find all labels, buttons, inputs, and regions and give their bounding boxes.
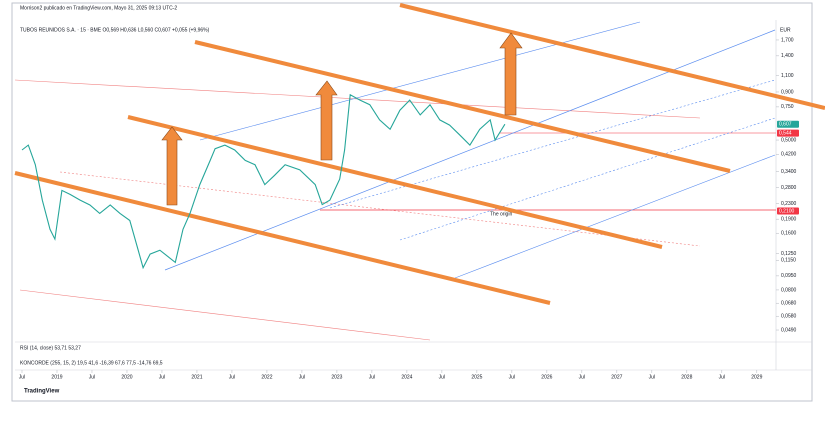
price-badge-label: 0,2100 xyxy=(779,208,795,214)
price-line xyxy=(21,93,506,270)
indicator: KONCORDE (255, 15, 2) 19,5 41,6 -16,39 6… xyxy=(20,360,163,366)
y-tick-label: 0,1250 xyxy=(781,251,797,257)
orange-channel xyxy=(127,115,663,249)
y-tick-label: 0,1900 xyxy=(781,217,797,223)
x-tick-label: Jul xyxy=(579,374,585,380)
axis-unit: EUR xyxy=(780,27,791,33)
x-tick-label: 2029 xyxy=(751,374,762,380)
publish-line: Morrison2 publicado en TradingView.com, … xyxy=(20,5,177,11)
y-tick-label: 0,900 xyxy=(781,89,794,95)
x-tick-label: 2024 xyxy=(401,374,412,380)
y-tick-label: 0,4200 xyxy=(781,152,797,158)
drawings xyxy=(14,3,825,341)
y-tick-label: 0,0490 xyxy=(781,327,797,333)
y-tick-label: 0,2300 xyxy=(781,201,797,207)
x-tick-label: Jul xyxy=(649,374,655,380)
trend-line xyxy=(59,171,701,247)
x-tick-label: Jul xyxy=(299,374,305,380)
y-tick-label: 0,1600 xyxy=(781,231,797,237)
x-tick-label: 2028 xyxy=(681,374,692,380)
x-tick-label: Jul xyxy=(719,374,725,380)
y-tick-label: 1,400 xyxy=(781,53,794,59)
price-badge-label: 0,607 xyxy=(779,122,792,128)
channel-line xyxy=(399,117,776,241)
orange-channel xyxy=(399,3,825,110)
x-tick-label: Jul xyxy=(159,374,165,380)
x-tick-label: Jul xyxy=(19,374,25,380)
x-tick-label: 2021 xyxy=(191,374,202,380)
y-tick-label: 0,2800 xyxy=(781,185,797,191)
arrow-up xyxy=(315,80,338,161)
x-tick-label: Jul xyxy=(229,374,235,380)
trend-line xyxy=(19,289,431,341)
price-badge-label: 0,544 xyxy=(779,130,792,136)
price-badge xyxy=(777,129,799,137)
y-tick-label: 0,750 xyxy=(781,104,794,110)
symbol-line: TUBOS REUNIDOS S.A. · 15 · BME O0,569 H0… xyxy=(20,27,210,33)
x-tick-label: 2019 xyxy=(51,374,62,380)
branding: TradingView xyxy=(24,389,60,395)
x-tick-label: 2026 xyxy=(541,374,552,380)
y-tick-label: 0,0950 xyxy=(781,273,797,279)
x-tick-label: 2023 xyxy=(331,374,342,380)
orange-channel xyxy=(194,40,731,173)
y-tick-label: 0,0580 xyxy=(781,314,797,320)
orange-channel xyxy=(14,171,551,305)
x-tick-label: Jul xyxy=(89,374,95,380)
x-tick-label: 2020 xyxy=(121,374,132,380)
x-tick-label: Jul xyxy=(509,374,515,380)
price-badge xyxy=(777,120,799,128)
x-tick-label: 2022 xyxy=(261,374,272,380)
x-tick-label: Jul xyxy=(369,374,375,380)
annotation: The origin xyxy=(490,211,512,217)
indicator: RSI (14, close) 53,71 53,27 xyxy=(20,345,81,351)
x-tick-label: 2027 xyxy=(611,374,622,380)
x-tick-label: Jul xyxy=(439,374,445,380)
arrow-up xyxy=(161,126,183,206)
arrow-up xyxy=(499,32,523,116)
x-tick-label: 2025 xyxy=(471,374,482,380)
frame xyxy=(11,2,813,402)
y-tick-label: 0,1150 xyxy=(781,258,796,264)
y-tick-label: 0,0680 xyxy=(781,301,797,307)
y-tick-label: 0,5000 xyxy=(781,137,797,143)
y-tick-label: 0,0800 xyxy=(781,287,797,293)
y-tick-label: 0,3400 xyxy=(781,169,797,175)
y-tick-label: 1,700 xyxy=(781,37,794,43)
channel-line xyxy=(329,79,776,209)
price-badge xyxy=(777,207,799,215)
channel-line xyxy=(199,21,641,141)
channel-line xyxy=(454,154,776,279)
y-tick-label: 1,100 xyxy=(781,73,794,79)
